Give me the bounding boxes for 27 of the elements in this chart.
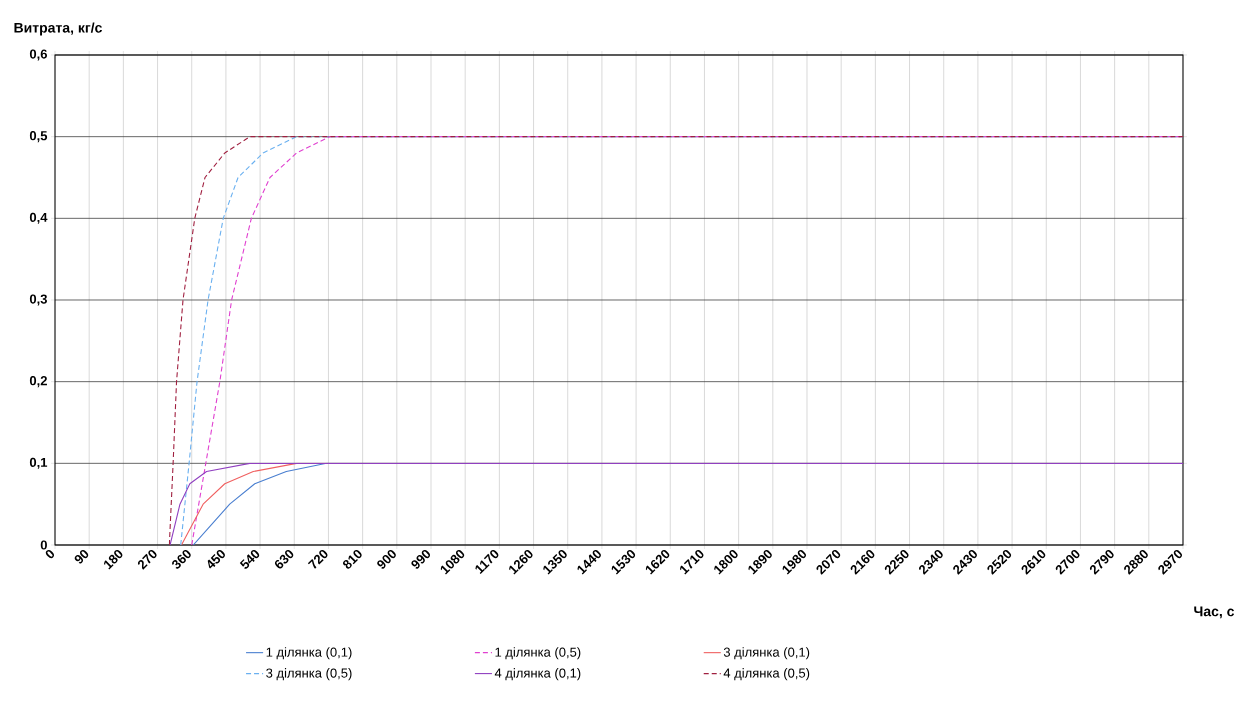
y-tick-label: 0,6 [29, 49, 47, 61]
x-tick-label: 90 [74, 549, 89, 564]
y-tick-label: 0 [40, 540, 47, 550]
y-tick-label: 0,1 [29, 457, 48, 469]
x-tick-label: 720 [307, 549, 328, 569]
y-axis-title: Витрата, кг/с [14, 22, 102, 36]
x-tick-label: 0 [45, 549, 55, 559]
y-tick-label: 0,3 [29, 294, 47, 306]
legend-label: 1 ділянка (0,1) [266, 647, 352, 660]
x-tick-label: 180 [104, 549, 123, 570]
legend-label: 4 ділянка (0,5) [723, 668, 810, 681]
x-tick-label: 810 [342, 549, 362, 569]
y-tick-label: 0,5 [29, 131, 48, 143]
legend-label: 3 ділянка (0,5) [266, 668, 352, 681]
legend-label: 4 ділянка (0,1) [494, 668, 581, 681]
legend-label: 3 ділянка (0,1) [723, 647, 810, 660]
x-tick-label: 450 [207, 549, 225, 569]
x-tick-label: 990 [411, 549, 431, 569]
x-axis-title: Час, с [1194, 606, 1235, 619]
y-tick-label: 0,4 [29, 212, 48, 224]
x-tick-label: 360 [172, 549, 191, 569]
x-tick-label: 270 [137, 549, 157, 570]
x-tick-label: 900 [377, 549, 396, 569]
x-tick-label: 540 [239, 549, 260, 569]
legend-label: 1 ділянка (0,5) [495, 647, 581, 660]
x-tick-label: 630 [274, 549, 294, 569]
y-tick-label: 0,2 [29, 376, 47, 388]
